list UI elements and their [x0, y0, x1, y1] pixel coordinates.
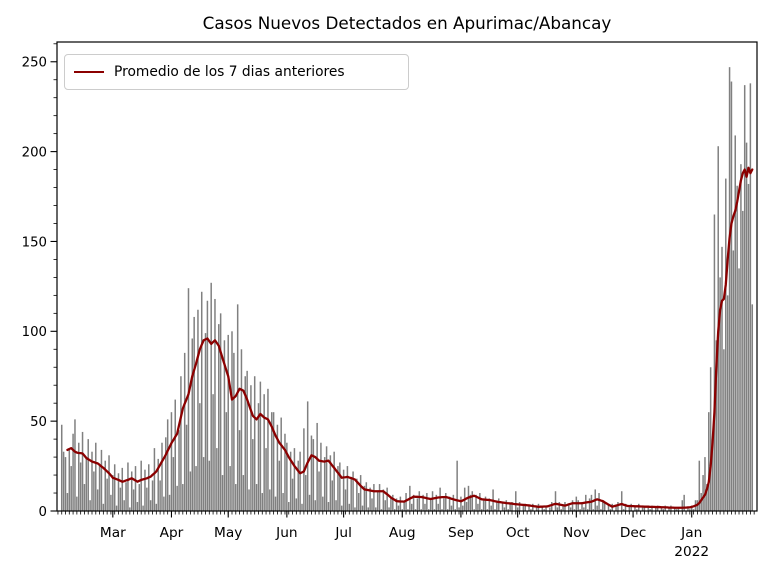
- chart-title: Casos Nuevos Detectados en Apurimac/Aban…: [202, 13, 612, 33]
- svg-text:150: 150: [22, 235, 47, 250]
- legend: Promedio de los 7 dias anteriores: [64, 54, 409, 90]
- svg-text:2022: 2022: [674, 544, 709, 560]
- svg-text:Jan: Jan: [680, 525, 702, 541]
- svg-text:50: 50: [30, 415, 47, 430]
- y-axis: 0 50 100 150 200 250: [22, 43, 57, 520]
- svg-text:Mar: Mar: [100, 525, 126, 541]
- svg-text:Apr: Apr: [160, 525, 184, 541]
- svg-text:Oct: Oct: [506, 525, 530, 541]
- svg-text:Jun: Jun: [275, 525, 297, 541]
- svg-text:200: 200: [22, 145, 47, 160]
- svg-text:100: 100: [22, 325, 47, 340]
- svg-text:Nov: Nov: [563, 525, 590, 541]
- legend-line-swatch: [74, 71, 104, 73]
- svg-text:0: 0: [39, 505, 47, 520]
- svg-text:Aug: Aug: [389, 525, 416, 541]
- svg-text:Sep: Sep: [448, 525, 474, 541]
- svg-text:Dec: Dec: [620, 525, 647, 541]
- daily-bars: [60, 67, 754, 511]
- legend-label: Promedio de los 7 dias anteriores: [114, 64, 345, 80]
- plot-frame: [56, 41, 758, 512]
- svg-text:250: 250: [22, 56, 47, 71]
- svg-text:May: May: [214, 525, 242, 541]
- avg7-line: [66, 166, 754, 509]
- svg-text:Jul: Jul: [334, 525, 352, 541]
- x-axis: Mar Apr May Jun Jul Aug Sep Oct Nov Dec Jan 2022: [57, 511, 755, 560]
